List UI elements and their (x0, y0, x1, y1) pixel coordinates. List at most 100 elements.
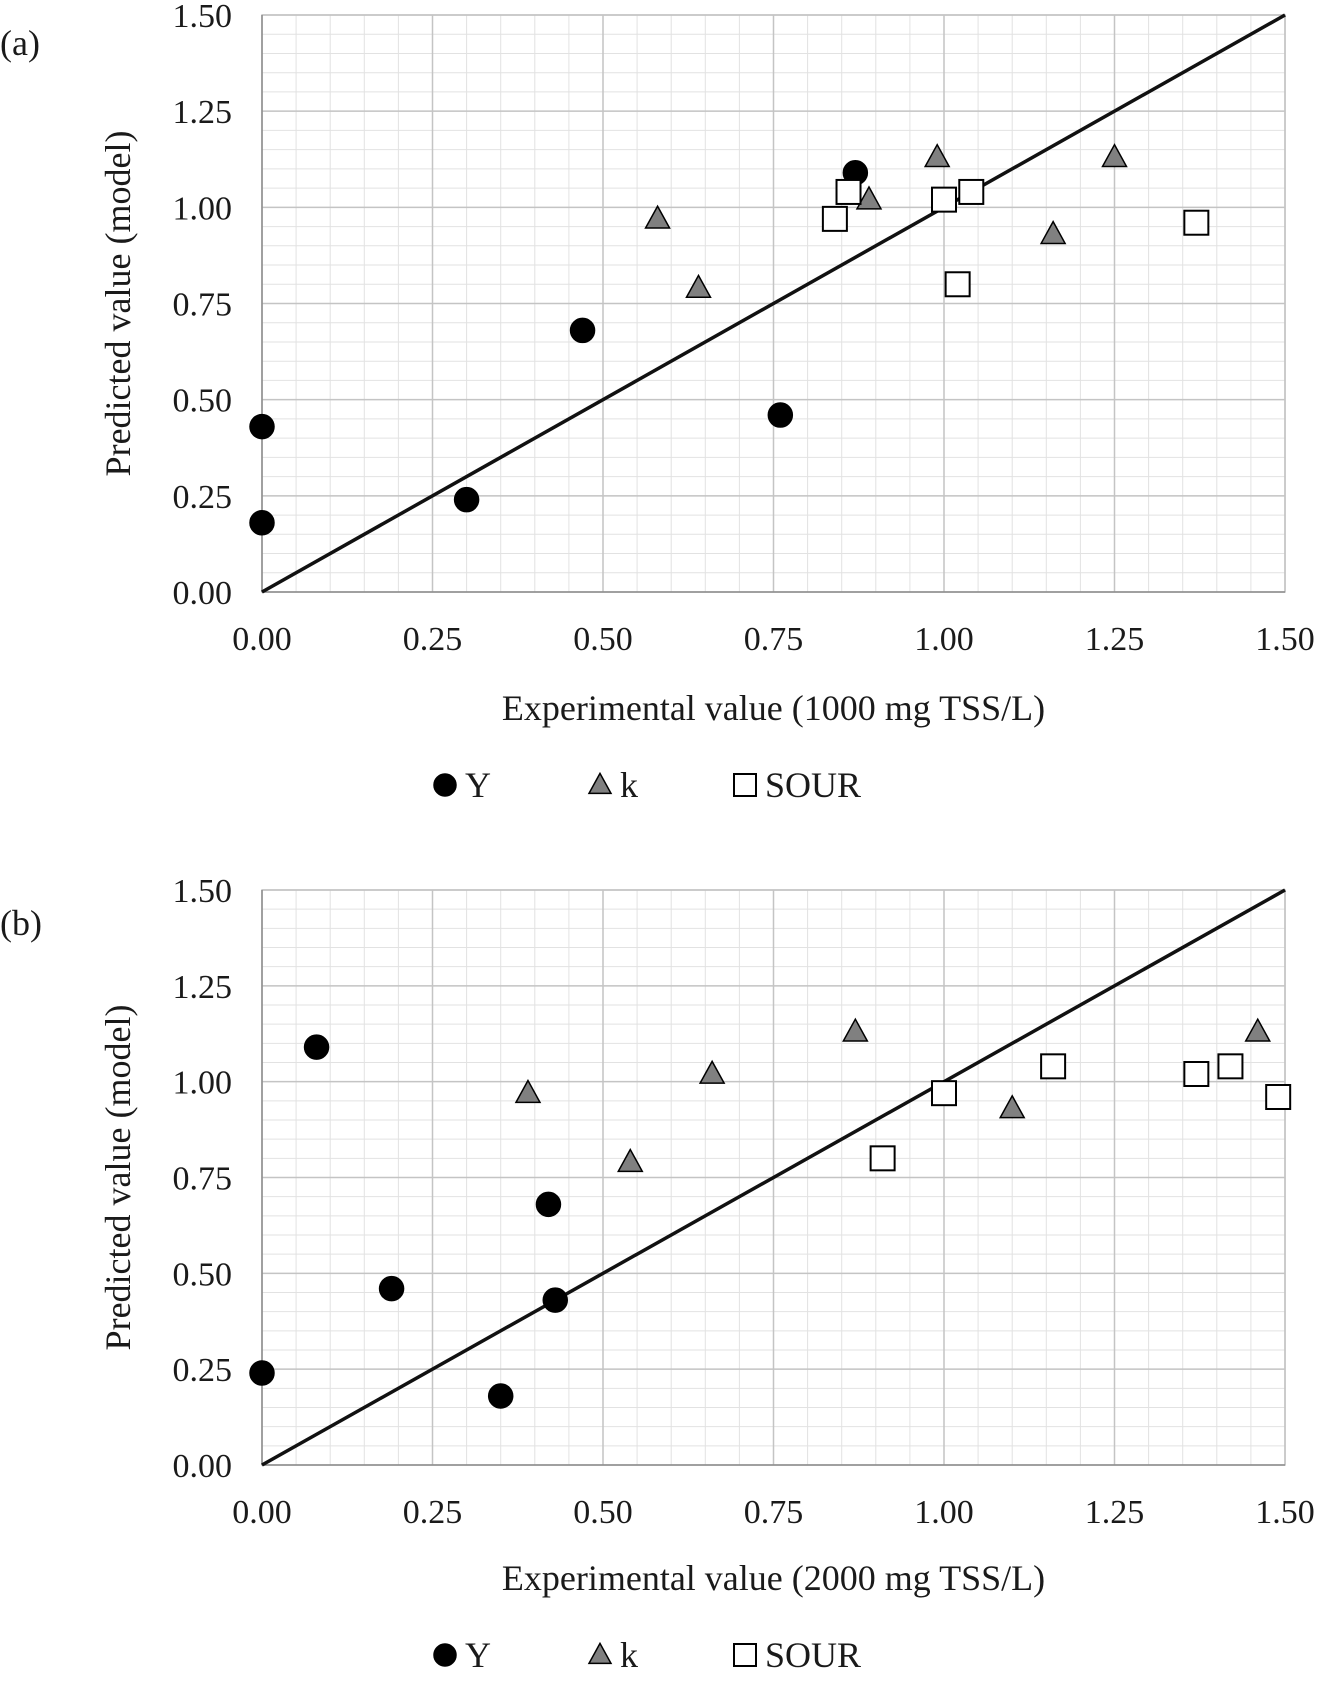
y-tick-label: 0.25 (173, 1352, 233, 1389)
series-k (514, 1017, 1271, 1173)
legend-marker-sour (733, 773, 757, 797)
y-tick-label: 0.00 (173, 1448, 233, 1485)
x-tick-label: 0.75 (744, 1494, 804, 1531)
data-point-y (378, 1275, 405, 1302)
legend-marker-sour (733, 1643, 757, 1667)
data-point-y (569, 317, 596, 344)
data-point-y (487, 1383, 514, 1409)
y-tick-label: 0.50 (173, 1256, 233, 1293)
data-point-sour (1040, 1053, 1067, 1080)
data-point-sour (958, 178, 985, 205)
y-tick-label: 1.25 (173, 94, 233, 131)
y-tick-label: 1.50 (173, 873, 233, 910)
data-point-k (1101, 143, 1128, 168)
y-tick-label: 0.50 (173, 383, 233, 420)
y-tick-label: 1.25 (173, 969, 233, 1006)
legend-item-k: k (587, 1635, 638, 1675)
panel-label: (a) (0, 23, 40, 63)
x-tick-label: 1.50 (1255, 1494, 1315, 1531)
legend-marker-y (433, 1643, 457, 1667)
y-axis-label: Predicted value (model) (98, 131, 138, 477)
data-point-sour (1183, 1061, 1210, 1087)
data-point-sour (1217, 1053, 1244, 1080)
y-axis-label: Predicted value (model) (98, 1005, 138, 1351)
series-y (249, 159, 869, 536)
legend-item-sour: SOUR (733, 765, 861, 805)
data-point-k (685, 273, 712, 299)
x-tick-label: 0.25 (403, 1494, 463, 1531)
data-point-y (767, 402, 794, 428)
data-point-k (514, 1078, 542, 1104)
y-tick-label: 0.75 (173, 1161, 233, 1198)
legend-item-k: k (587, 765, 638, 805)
data-point-k (998, 1094, 1026, 1119)
series-y (249, 1034, 569, 1409)
x-tick-label: 0.00 (232, 621, 292, 658)
data-point-k (1039, 220, 1067, 245)
y-tick-label: 1.00 (173, 1065, 233, 1102)
data-point-y (249, 1360, 275, 1386)
series-sour (821, 178, 1210, 298)
x-tick-label: 0.25 (403, 621, 463, 658)
data-point-y (542, 1287, 569, 1313)
data-point-k (855, 185, 883, 210)
y-tick-label: 0.00 (173, 575, 233, 612)
series-k (644, 143, 1128, 299)
data-point-sour (821, 205, 848, 232)
data-point-k (923, 143, 951, 168)
data-point-k (644, 204, 671, 229)
data-point-k (1244, 1017, 1271, 1042)
x-tick-label: 0.00 (232, 1494, 292, 1531)
chart-panel-b: 0.00 0.25 0.50 0.75 1.00 1.25 1.50 0.00 0.25 0.50… (0, 873, 1315, 1675)
data-point-sour (944, 271, 971, 298)
series-sour (869, 1053, 1292, 1172)
y-tick-label: 1.00 (173, 190, 233, 227)
x-tick-label: 1.00 (914, 1494, 974, 1531)
x-tick-label: 0.50 (573, 1494, 633, 1531)
legend-marker-k (587, 1641, 613, 1665)
legend-label: Y (465, 765, 491, 805)
legend-label: k (620, 765, 638, 805)
legend-item-y: Y (433, 765, 491, 805)
data-point-sour (931, 186, 957, 213)
legend-marker-y (433, 773, 457, 797)
data-point-sour (1183, 209, 1210, 236)
data-point-y (535, 1191, 562, 1218)
data-point-sour (869, 1145, 896, 1172)
chart-panel-a: 0.00 0.25 0.50 0.75 1.00 1.25 1.50 0.00 0.25 0.50… (0, 0, 1315, 805)
data-point-sour (931, 1080, 957, 1107)
legend-label: Y (465, 1635, 491, 1675)
x-axis-label: Experimental value (2000 mg TSS/L) (502, 1558, 1045, 1598)
data-point-y (249, 510, 275, 536)
legend-label: SOUR (765, 1635, 861, 1675)
x-tick-label: 0.50 (573, 621, 633, 658)
panel-label: (b) (0, 903, 42, 943)
data-point-sour (835, 178, 862, 205)
legend-item-sour: SOUR (733, 1635, 861, 1675)
x-axis-label: Experimental value (1000 mg TSS/L) (502, 688, 1045, 728)
data-point-y (249, 413, 275, 440)
y-tick-label: 0.25 (173, 479, 233, 516)
y-tick-label: 0.75 (173, 287, 233, 324)
y-tick-label: 1.50 (173, 0, 233, 35)
one-to-one-line (261, 13, 1286, 594)
data-point-k (698, 1059, 726, 1084)
legend-label: SOUR (765, 765, 861, 805)
data-point-k (842, 1017, 869, 1042)
data-point-y (453, 486, 480, 513)
data-point-k (617, 1147, 644, 1173)
legend-marker-k (587, 771, 613, 795)
x-tick-label: 1.00 (914, 621, 974, 658)
x-tick-label: 0.75 (744, 621, 804, 658)
x-tick-label: 1.25 (1085, 1494, 1145, 1531)
data-point-y (303, 1034, 330, 1060)
legend-item-y: Y (433, 1635, 491, 1675)
x-tick-label: 1.50 (1255, 621, 1315, 658)
legend-label: k (620, 1635, 638, 1675)
x-tick-label: 1.25 (1085, 621, 1145, 658)
one-to-one-line (261, 888, 1286, 1467)
data-point-sour (1265, 1084, 1292, 1110)
